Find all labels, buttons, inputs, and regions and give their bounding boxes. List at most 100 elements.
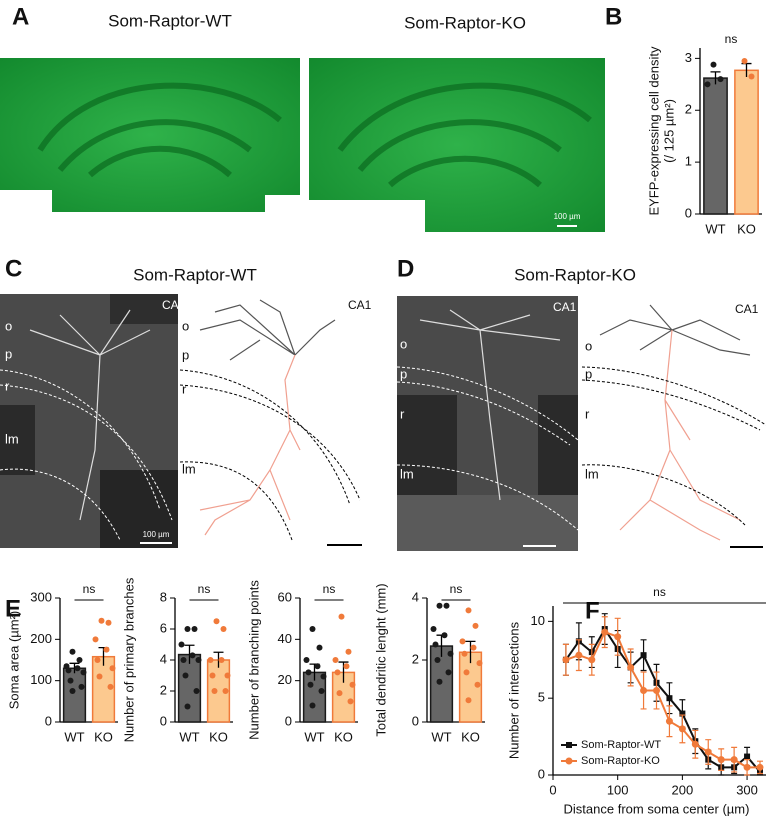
data-point — [224, 672, 231, 679]
data-point — [445, 669, 452, 676]
marker — [756, 763, 764, 771]
data-point — [307, 681, 314, 688]
layer-label: lm — [5, 431, 19, 446]
y-tick-label: 0 — [412, 713, 419, 728]
data-point — [209, 672, 216, 679]
data-point — [432, 641, 439, 648]
y-tick-label: 5 — [538, 690, 545, 705]
data-point — [717, 76, 724, 83]
marker — [704, 748, 712, 756]
marker — [743, 763, 751, 771]
data-point — [472, 622, 479, 629]
y-tick-label: 60 — [278, 589, 292, 604]
marker — [665, 717, 673, 725]
y-tick-label: 0 — [285, 713, 292, 728]
marker — [627, 663, 635, 671]
data-point — [98, 617, 105, 624]
data-point — [318, 688, 325, 694]
x-tick-label: WT — [64, 729, 84, 744]
y-tick-label: 0 — [685, 205, 692, 220]
data-point — [303, 657, 310, 663]
tile — [397, 495, 578, 551]
x-tick-label: WT — [431, 729, 451, 744]
layer-label: o — [182, 318, 189, 333]
region-label: CA1 — [162, 298, 186, 312]
y-tick-label: 300 — [30, 589, 52, 604]
data-point — [109, 665, 116, 672]
data-point — [80, 669, 87, 676]
marker — [653, 687, 660, 694]
x-tick-label: KO — [737, 221, 756, 236]
region-label: CA1 — [348, 298, 372, 312]
y-axis-label: Soma area (µm²) — [6, 611, 21, 710]
data-point — [459, 638, 466, 645]
x-tick-label: WT — [705, 221, 725, 236]
y-tick-label: 4 — [412, 589, 419, 604]
y-tick-label: 20 — [278, 672, 292, 687]
layer-label: lm — [182, 461, 196, 476]
data-point — [69, 688, 76, 694]
data-point — [343, 663, 350, 670]
layer-label: r — [5, 378, 10, 393]
y-axis-label: (/ 125 µm²) — [661, 99, 676, 163]
data-point — [207, 657, 214, 663]
data-point — [441, 632, 448, 639]
panel-label: C — [5, 255, 22, 282]
y-tick-label: 0 — [160, 713, 167, 728]
scale-text: 100 µm — [143, 530, 170, 539]
tile — [100, 470, 178, 548]
layer-label: p — [400, 366, 407, 381]
layer-label: r — [182, 381, 187, 396]
y-tick-label: 100 — [30, 672, 52, 687]
y-tick-label: 0 — [538, 766, 545, 781]
error-bar — [465, 640, 476, 664]
data-point — [443, 602, 450, 609]
data-point — [349, 681, 356, 688]
x-tick-label: 300 — [736, 782, 758, 797]
data-point — [309, 626, 316, 632]
x-tick-label: KO — [209, 729, 228, 744]
legend-marker — [565, 757, 573, 765]
bar — [703, 77, 728, 215]
y-tick-label: 3 — [685, 50, 692, 65]
panel-title: Som-Raptor-KO — [514, 265, 636, 284]
marker — [691, 740, 699, 748]
legend-marker — [566, 742, 572, 748]
data-point — [465, 607, 472, 614]
marker — [679, 710, 686, 717]
data-point — [182, 672, 189, 679]
error-bar — [710, 71, 721, 85]
data-point — [309, 702, 316, 709]
significance-label: ns — [725, 32, 738, 46]
data-point — [213, 618, 220, 625]
data-point — [748, 73, 755, 80]
marker — [640, 687, 648, 694]
data-point — [92, 636, 99, 643]
layer-boundary — [179, 369, 361, 541]
data-point — [94, 657, 101, 663]
x-axis-label: Distance from soma center (µm) — [564, 801, 750, 816]
marker — [614, 633, 622, 641]
data-point — [65, 667, 72, 674]
y-tick-label: 6 — [160, 620, 167, 635]
panel-label: B — [605, 3, 622, 30]
layer-label: lm — [400, 466, 414, 481]
data-point — [178, 641, 185, 648]
panel-title: Som-Raptor-WT — [133, 265, 257, 284]
data-point — [316, 644, 323, 651]
region-label: CA1 — [553, 300, 577, 314]
scale-text: 100 µm — [554, 212, 581, 221]
y-tick-label: 1 — [685, 154, 692, 169]
data-point — [465, 697, 472, 704]
marker — [562, 656, 570, 664]
y-tick-label: 2 — [160, 682, 167, 697]
y-axis-label: Number of intersections — [506, 621, 521, 759]
layer-boundary — [0, 369, 173, 541]
panel-label: A — [12, 3, 29, 30]
data-point — [218, 657, 225, 663]
layer-label: o — [5, 318, 12, 333]
data-point — [332, 657, 339, 663]
y-axis-label: Number of primary branches — [121, 577, 136, 742]
layer-label: p — [585, 366, 592, 381]
marker — [730, 756, 738, 764]
